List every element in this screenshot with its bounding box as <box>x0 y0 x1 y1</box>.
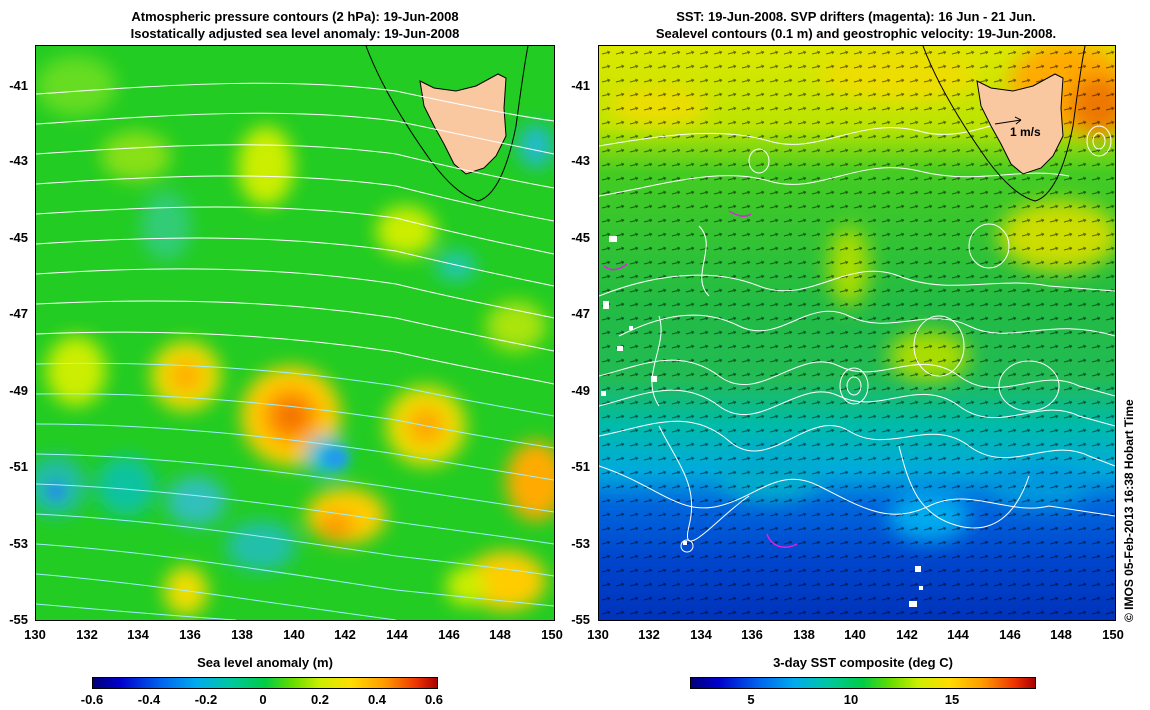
tasmania-landmass <box>419 73 507 175</box>
lat-tick-label: -43 <box>9 153 28 168</box>
shelf-contour <box>365 46 529 202</box>
lon-tick-label: 150 <box>1102 627 1124 642</box>
right-title-line2: Sealevel contours (0.1 m) and geostrophi… <box>655 26 1057 41</box>
colorbar-tick-label: -0.6 <box>80 692 104 707</box>
colorbar-tick-label: 0 <box>259 692 267 707</box>
lat-tick-label: -47 <box>571 306 590 321</box>
lon-tick-label: 142 <box>896 627 918 642</box>
right-title: SST: 19-Jun-2008. SVP drifters (magenta)… <box>598 8 1114 42</box>
lon-tick-label: 148 <box>489 627 511 642</box>
lon-tick-label: 140 <box>283 627 305 642</box>
colorbar-tick-label: 0.6 <box>424 692 444 707</box>
lat-tick-label: -49 <box>571 383 590 398</box>
sla-colorbar <box>92 677 438 689</box>
lat-tick-label: -55 <box>9 612 28 627</box>
lon-tick-label: 144 <box>947 627 969 642</box>
sealevel-contours <box>599 114 1115 553</box>
lat-tick-label: -51 <box>9 459 28 474</box>
colorbar-tick-label: 15 <box>944 692 960 707</box>
lat-tick-label: -53 <box>571 536 590 551</box>
lat-tick-label: -47 <box>9 306 28 321</box>
lat-tick-label: -53 <box>9 536 28 551</box>
colorbar-tick-label: 10 <box>843 692 859 707</box>
sst-map: 1 m/s <box>598 45 1116 621</box>
lat-tick-label: -49 <box>9 383 28 398</box>
sla-colorbar-label: Sea level anomaly (m) <box>197 655 333 670</box>
left-title-line2: Isostatically adjusted sea level anomaly… <box>130 26 460 41</box>
colorbar-tick-label: -0.4 <box>137 692 161 707</box>
lon-tick-label: 144 <box>386 627 408 642</box>
lon-tick-label: 138 <box>231 627 253 642</box>
sla-anomaly-blobs <box>36 56 554 616</box>
left-title-line1: Atmospheric pressure contours (2 hPa): 1… <box>131 9 459 24</box>
lon-tick-label: 132 <box>638 627 660 642</box>
lon-tick-label: 146 <box>438 627 460 642</box>
cloud-mask <box>601 236 923 607</box>
lon-tick-label: 138 <box>793 627 815 642</box>
lon-tick-label: 130 <box>587 627 609 642</box>
lat-tick-label: -45 <box>571 230 590 245</box>
lat-tick-label: -43 <box>571 153 590 168</box>
lon-tick-label: 148 <box>1050 627 1072 642</box>
lat-tick-label: -51 <box>571 459 590 474</box>
lon-tick-label: 132 <box>76 627 98 642</box>
sea-level-anomaly-map <box>35 45 555 621</box>
lon-tick-label: 134 <box>690 627 712 642</box>
lat-tick-label: -41 <box>571 78 590 93</box>
colorbar-tick-label: 0.2 <box>310 692 330 707</box>
lon-tick-label: 140 <box>844 627 866 642</box>
colorbar-tick-label: -0.2 <box>194 692 218 707</box>
sst-colorbar-label: 3-day SST composite (deg C) <box>773 655 953 670</box>
lon-tick-label: 136 <box>741 627 763 642</box>
tasmania-landmass <box>976 73 1064 175</box>
lon-tick-label: 146 <box>999 627 1021 642</box>
velocity-scale-arrow <box>994 116 1022 125</box>
velocity-scale-label: 1 m/s <box>1010 125 1041 139</box>
lon-tick-label: 150 <box>541 627 563 642</box>
lon-tick-label: 142 <box>334 627 356 642</box>
pressure-contours <box>36 82 554 620</box>
lon-tick-label: 130 <box>24 627 46 642</box>
credit-text: © IMOS 05-Feb-2013 16:38 Hobart Time <box>1122 399 1136 622</box>
right-title-line1: SST: 19-Jun-2008. SVP drifters (magenta)… <box>676 9 1036 24</box>
lon-tick-label: 134 <box>127 627 149 642</box>
left-title: Atmospheric pressure contours (2 hPa): 1… <box>35 8 555 42</box>
lon-tick-label: 136 <box>179 627 201 642</box>
sst-colorbar <box>690 677 1036 689</box>
svp-drifter-tracks <box>603 210 798 548</box>
lat-tick-label: -45 <box>9 230 28 245</box>
colorbar-tick-label: 5 <box>747 692 755 707</box>
lat-tick-label: -55 <box>571 612 590 627</box>
shelf-contour <box>922 46 1086 202</box>
colorbar-tick-label: 0.4 <box>367 692 387 707</box>
lat-tick-label: -41 <box>9 78 28 93</box>
